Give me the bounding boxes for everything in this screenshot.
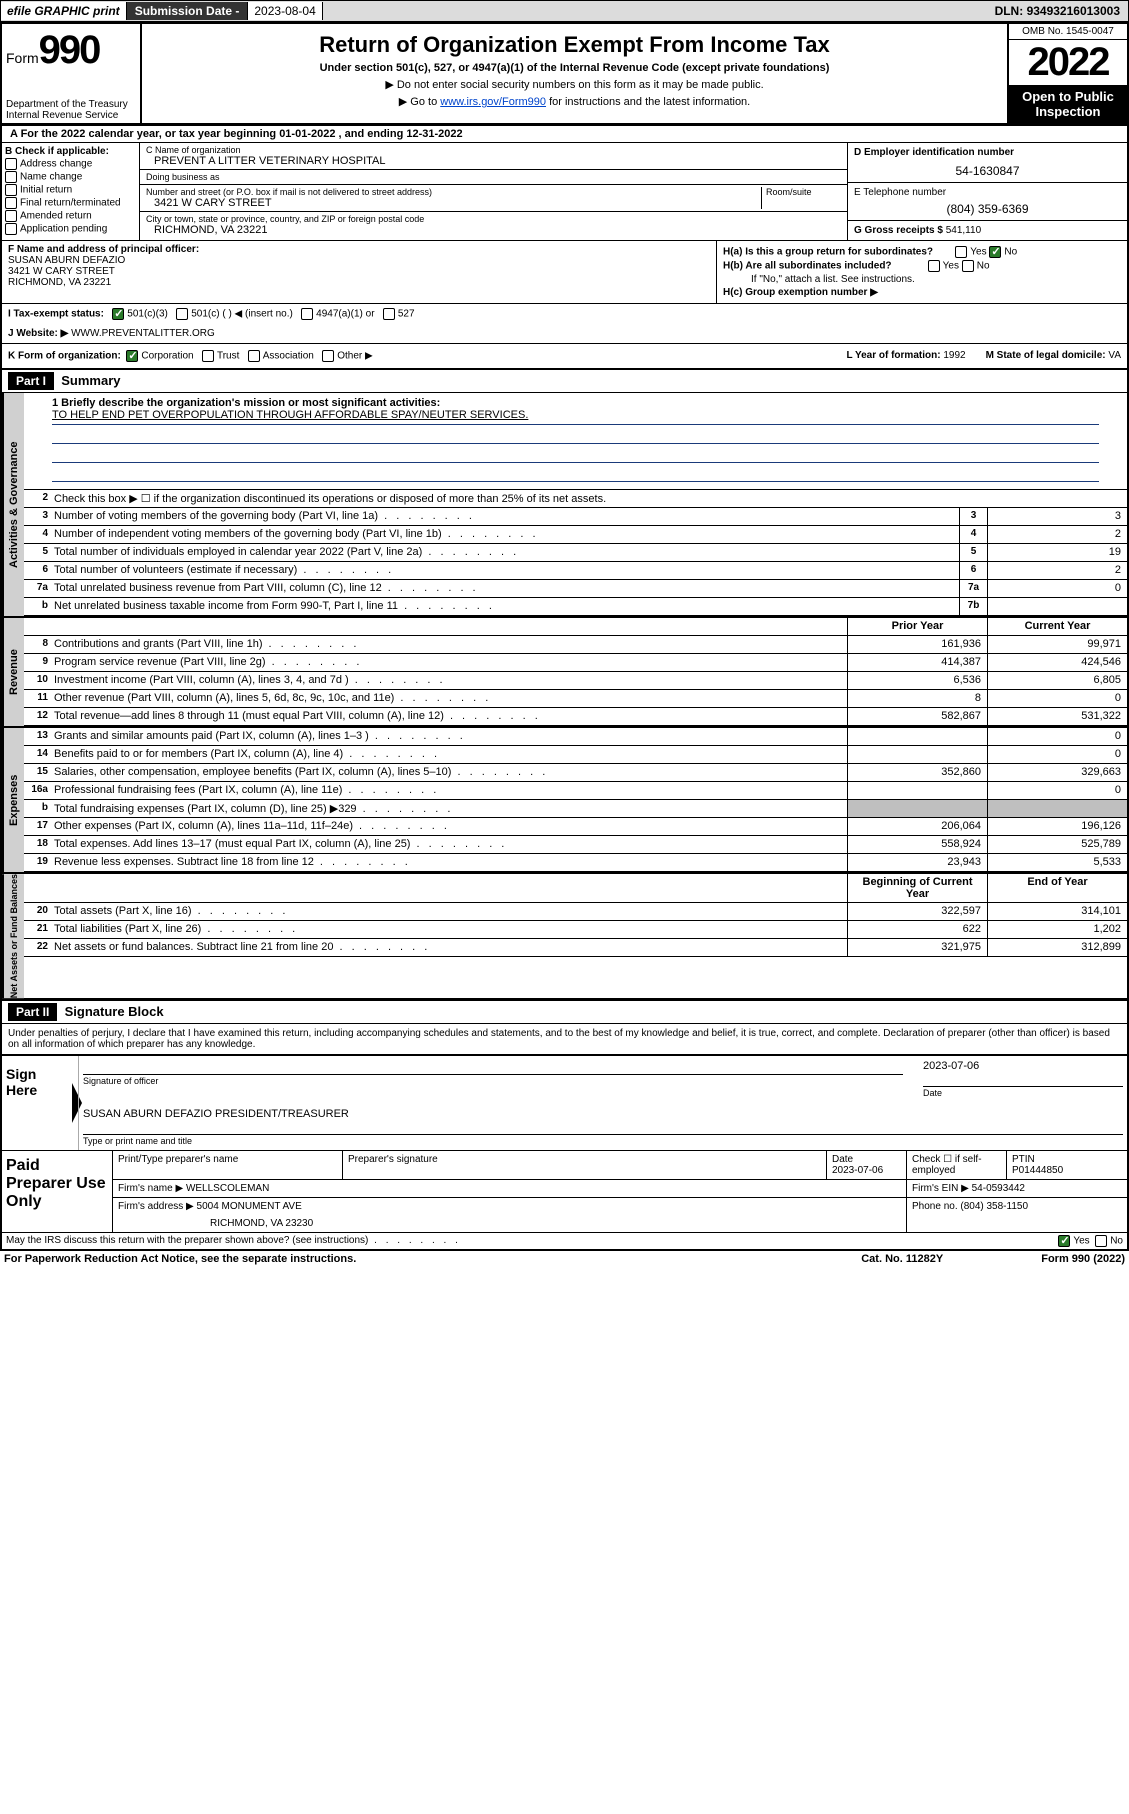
row-k-form-org: K Form of organization: Corporation Trus… bbox=[8, 350, 846, 362]
form-subtitle: Under section 501(c), 527, or 4947(a)(1)… bbox=[146, 62, 1003, 74]
col-prior-year: Prior Year bbox=[847, 618, 987, 635]
omb-number: OMB No. 1545-0047 bbox=[1009, 24, 1127, 40]
check-name-change[interactable]: Name change bbox=[5, 171, 136, 183]
summary-row: 7aTotal unrelated business revenue from … bbox=[24, 580, 1127, 598]
row-a-period: A For the 2022 calendar year, or tax yea… bbox=[2, 126, 1127, 143]
irs-link[interactable]: www.irs.gov/Form990 bbox=[440, 96, 546, 108]
summary-row: bTotal fundraising expenses (Part IX, co… bbox=[24, 800, 1127, 818]
summary-row: 6Total number of volunteers (estimate if… bbox=[24, 562, 1127, 580]
check-address-change[interactable]: Address change bbox=[5, 158, 136, 170]
vtab-governance: Activities & Governance bbox=[2, 393, 24, 616]
section-d-ein: D Employer identification number54-16308… bbox=[848, 143, 1127, 183]
check-initial-return[interactable]: Initial return bbox=[5, 184, 136, 196]
summary-row: 15Salaries, other compensation, employee… bbox=[24, 764, 1127, 782]
section-e-phone: E Telephone number(804) 359-6369 bbox=[848, 183, 1127, 221]
org-name: PREVENT A LITTER VETERINARY HOSPITAL bbox=[146, 155, 841, 167]
summary-row: 8Contributions and grants (Part VIII, li… bbox=[24, 636, 1127, 654]
section-h: H(a) Is this a group return for subordin… bbox=[717, 241, 1127, 303]
tax-year: 2022 bbox=[1009, 40, 1127, 85]
public-inspection: Open to Public Inspection bbox=[1009, 85, 1127, 123]
summary-row: 14Benefits paid to or for members (Part … bbox=[24, 746, 1127, 764]
summary-row: 10Investment income (Part VIII, column (… bbox=[24, 672, 1127, 690]
check-application-pending[interactable]: Application pending bbox=[5, 223, 136, 235]
summary-row: 12Total revenue—add lines 8 through 11 (… bbox=[24, 708, 1127, 726]
row-i-tax-status: I Tax-exempt status: 501(c)(3) 501(c) ( … bbox=[2, 304, 717, 324]
summary-row: 22Net assets or fund balances. Subtract … bbox=[24, 939, 1127, 957]
section-g-receipts: G Gross receipts $ 541,110 bbox=[848, 221, 1127, 240]
row-l-year: L Year of formation: 1992 bbox=[846, 350, 965, 362]
sign-here-block: Sign Here Signature of officer2023-07-06… bbox=[2, 1056, 1127, 1151]
vtab-revenue: Revenue bbox=[2, 618, 24, 726]
section-c: C Name of organizationPREVENT A LITTER V… bbox=[140, 143, 847, 240]
submission-date: 2023-08-04 bbox=[248, 2, 322, 20]
form-number: Form990 bbox=[6, 28, 136, 73]
org-city: RICHMOND, VA 23221 bbox=[146, 224, 841, 236]
form-note2: ▶ Go to www.irs.gov/Form990 for instruct… bbox=[146, 95, 1003, 108]
check-amended-return[interactable]: Amended return bbox=[5, 210, 136, 222]
vtab-netassets: Net Assets or Fund Balances bbox=[2, 874, 24, 998]
summary-row: bNet unrelated business taxable income f… bbox=[24, 598, 1127, 616]
part1-header: Part I Summary bbox=[2, 370, 1127, 393]
row-j-website: J Website: ▶ WWW.PREVENTALITTER.ORG bbox=[2, 324, 717, 343]
summary-row: 4Number of independent voting members of… bbox=[24, 526, 1127, 544]
top-bar: efile GRAPHIC print Submission Date - 20… bbox=[0, 0, 1129, 22]
q2-check: Check this box ▶ ☐ if the organization d… bbox=[52, 490, 1127, 507]
signature-declaration: Under penalties of perjury, I declare th… bbox=[2, 1024, 1127, 1056]
summary-row: 19Revenue less expenses. Subtract line 1… bbox=[24, 854, 1127, 872]
summary-row: 11Other revenue (Part VIII, column (A), … bbox=[24, 690, 1127, 708]
col-eoy: End of Year bbox=[987, 874, 1127, 902]
section-f-officer: F Name and address of principal officer:… bbox=[2, 241, 717, 303]
section-b: B Check if applicable: Address change Na… bbox=[2, 143, 140, 240]
summary-row: 20Total assets (Part X, line 16)322,5973… bbox=[24, 903, 1127, 921]
discuss-row: May the IRS discuss this return with the… bbox=[2, 1232, 1127, 1249]
col-boy: Beginning of Current Year bbox=[847, 874, 987, 902]
department: Department of the Treasury Internal Reve… bbox=[6, 99, 140, 121]
col-current-year: Current Year bbox=[987, 618, 1127, 635]
vtab-expenses: Expenses bbox=[2, 728, 24, 872]
dln: DLN: 93493216013003 bbox=[987, 2, 1128, 20]
summary-row: 16aProfessional fundraising fees (Part I… bbox=[24, 782, 1127, 800]
summary-row: 21Total liabilities (Part X, line 26)622… bbox=[24, 921, 1127, 939]
summary-row: 13Grants and similar amounts paid (Part … bbox=[24, 728, 1127, 746]
form-note1: ▶ Do not enter social security numbers o… bbox=[146, 78, 1003, 91]
summary-row: 18Total expenses. Add lines 13–17 (must … bbox=[24, 836, 1127, 854]
org-street: 3421 W CARY STREET bbox=[146, 197, 761, 209]
efile-label: efile GRAPHIC print bbox=[1, 2, 127, 20]
check-final-return[interactable]: Final return/terminated bbox=[5, 197, 136, 209]
row-m-state: M State of legal domicile: VA bbox=[986, 350, 1121, 362]
summary-row: 17Other expenses (Part IX, column (A), l… bbox=[24, 818, 1127, 836]
submission-label: Submission Date - bbox=[127, 2, 249, 20]
mission-block: 1 Briefly describe the organization's mi… bbox=[24, 393, 1127, 490]
paid-preparer-block: Paid Preparer Use Only Print/Type prepar… bbox=[2, 1151, 1127, 1232]
form-title: Return of Organization Exempt From Incom… bbox=[146, 32, 1003, 58]
summary-row: 5Total number of individuals employed in… bbox=[24, 544, 1127, 562]
part2-header: Part II Signature Block bbox=[2, 1000, 1127, 1024]
summary-row: 3Number of voting members of the governi… bbox=[24, 508, 1127, 526]
page-footer: For Paperwork Reduction Act Notice, see … bbox=[0, 1251, 1129, 1267]
summary-row: 9Program service revenue (Part VIII, lin… bbox=[24, 654, 1127, 672]
form-header: Form990 Department of the Treasury Inter… bbox=[2, 24, 1127, 126]
